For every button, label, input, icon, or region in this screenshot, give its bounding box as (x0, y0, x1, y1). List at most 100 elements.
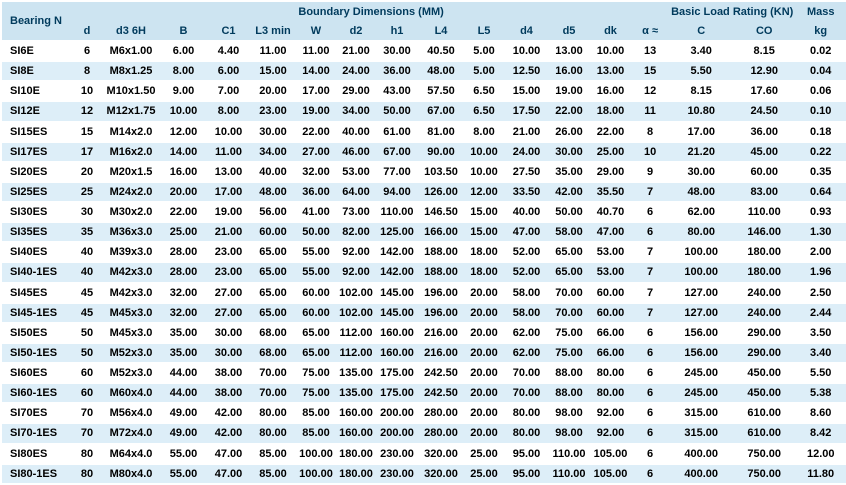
value-cell-d2: 46.00 (342, 145, 370, 158)
value-cell-d3-6h: M8x1.25 (109, 65, 153, 78)
value-cell-c1: 27.00 (214, 286, 243, 299)
value-cell-l5: 20.00 (470, 306, 498, 319)
value-cell-dk: 35.50 (596, 185, 625, 198)
value-cell-alpha-approx: 9 (647, 165, 654, 178)
value-cell-co: 60.00 (750, 165, 778, 178)
value-cell-l4: 57.50 (427, 85, 455, 98)
value-cell-co: 17.60 (750, 85, 778, 98)
value-cell-d2: 82.00 (342, 226, 370, 239)
value-cell-dk: 60.00 (596, 286, 625, 299)
value-cell-b: 28.00 (169, 246, 198, 259)
value-cell-b: 6.00 (172, 45, 195, 58)
value-cell-h1: 50.00 (383, 105, 411, 118)
bearing-name: SI8E (10, 65, 34, 78)
value-cell-d4: 58.00 (512, 306, 541, 319)
value-cell-c: 400.00 (684, 447, 719, 460)
value-cell-c1: 42.00 (214, 427, 243, 440)
value-cell-d3-6h: M72x4.0 (109, 427, 153, 440)
value-cell-alpha-approx: 15 (643, 65, 657, 78)
table-row: SI17ES 17 M16x2.0 14.00 11.00 34.00 27.00 46.00… (1, 141, 846, 162)
value-cell-w: 55.00 (302, 266, 330, 279)
value-cell-d3-6h: M42x3.0 (109, 286, 153, 299)
bearing-name: SI10E (10, 85, 40, 98)
value-cell-d3-6h: M39x3.0 (109, 246, 153, 259)
value-cell-l4: 67.00 (427, 105, 455, 118)
value-cell-dk: 92.00 (596, 427, 625, 440)
value-cell-co: 450.00 (747, 367, 782, 380)
value-cell-d3-6h: M42x3.0 (109, 266, 153, 279)
value-cell-d4: 15.00 (512, 85, 541, 98)
value-cell-dk: 25.00 (596, 145, 625, 158)
value-cell-d2: 180.00 (339, 467, 373, 480)
value-cell-l4: 196.00 (424, 286, 458, 299)
col-header-l5: L5 (463, 22, 505, 41)
bearing-name: SI35ES (10, 226, 48, 239)
value-cell-dk: 80.00 (596, 367, 625, 380)
bearing-name: SI70-1ES (10, 427, 58, 440)
value-cell-alpha-approx: 7 (647, 266, 654, 279)
value-cell-c1: 6.00 (217, 65, 240, 78)
value-cell-co: 240.00 (747, 286, 782, 299)
value-cell-l4: 166.00 (424, 226, 458, 239)
value-cell-l3-min: 80.00 (259, 407, 287, 420)
value-cell-co: 610.00 (747, 427, 782, 440)
value-cell-h1: 125.00 (380, 226, 414, 239)
value-cell-l4: 280.00 (424, 407, 458, 420)
value-cell-c: 400.00 (684, 467, 719, 480)
value-cell-d4: 62.00 (512, 346, 541, 359)
header-mass: Mass (795, 1, 846, 22)
value-cell-kg: 2.44 (810, 306, 832, 319)
value-cell-d2: 112.00 (339, 346, 373, 359)
value-cell-c1: 19.00 (214, 206, 243, 219)
value-cell-co: 750.00 (747, 447, 782, 460)
value-cell-co: 24.50 (750, 105, 778, 118)
value-cell-b: 35.00 (169, 326, 198, 339)
value-cell-l5: 15.00 (470, 226, 498, 239)
value-cell-alpha-approx: 10 (643, 145, 657, 158)
value-cell-h1: 36.00 (383, 65, 411, 78)
value-cell-d: 17 (80, 145, 94, 158)
bearing-name: SI15ES (10, 125, 48, 138)
value-cell-dk: 47.00 (596, 226, 625, 239)
value-cell-l3-min: 65.00 (259, 246, 287, 259)
value-cell-l3-min: 20.00 (259, 85, 287, 98)
value-cell-b: 32.00 (169, 306, 198, 319)
header-bearing-number: Bearing N (1, 1, 73, 41)
value-cell-d4: 47.00 (512, 226, 541, 239)
value-cell-d: 30 (80, 206, 94, 219)
value-cell-l4: 48.00 (427, 65, 455, 78)
value-cell-d5: 65.00 (555, 266, 583, 279)
value-cell-l5: 18.00 (470, 246, 498, 259)
value-cell-alpha-approx: 6 (647, 367, 654, 380)
value-cell-w: 27.00 (302, 145, 330, 158)
table-row: SI35ES 35 M36x3.0 25.00 21.00 60.00 50.00 82.00… (1, 222, 846, 243)
value-cell-b: 25.00 (169, 226, 198, 239)
value-cell-w: 17.00 (302, 85, 330, 98)
value-cell-kg: 0.04 (810, 65, 832, 78)
value-cell-d2: 53.00 (342, 165, 370, 178)
col-header-l4: L4 (419, 22, 463, 41)
col-header-dk: dk (590, 22, 631, 41)
value-cell-dk: 53.00 (596, 266, 625, 279)
value-cell-alpha-approx: 6 (647, 346, 654, 359)
value-cell-l3-min: 48.00 (259, 185, 287, 198)
value-cell-d5: 58.00 (555, 226, 583, 239)
value-cell-l4: 320.00 (424, 467, 458, 480)
value-cell-d5: 110.00 (552, 467, 586, 480)
value-cell-l5: 20.00 (470, 326, 498, 339)
bearing-name: SI40-1ES (10, 266, 58, 279)
value-cell-d5: 75.00 (555, 346, 583, 359)
value-cell-d3-6h: M30x2.0 (109, 206, 153, 219)
value-cell-c1: 30.00 (214, 346, 243, 359)
value-cell-alpha-approx: 12 (643, 85, 657, 98)
value-cell-dk: 40.70 (596, 206, 625, 219)
col-header-d3-6h: d3 6H (101, 22, 161, 41)
value-cell-l3-min: 34.00 (259, 145, 287, 158)
value-cell-c1: 23.00 (214, 266, 243, 279)
col-header-c1: C1 (206, 22, 251, 41)
value-cell-l5: 15.00 (470, 206, 498, 219)
value-cell-alpha-approx: 7 (647, 246, 654, 259)
value-cell-d4: 33.50 (512, 185, 541, 198)
value-cell-kg: 2.50 (810, 286, 832, 299)
